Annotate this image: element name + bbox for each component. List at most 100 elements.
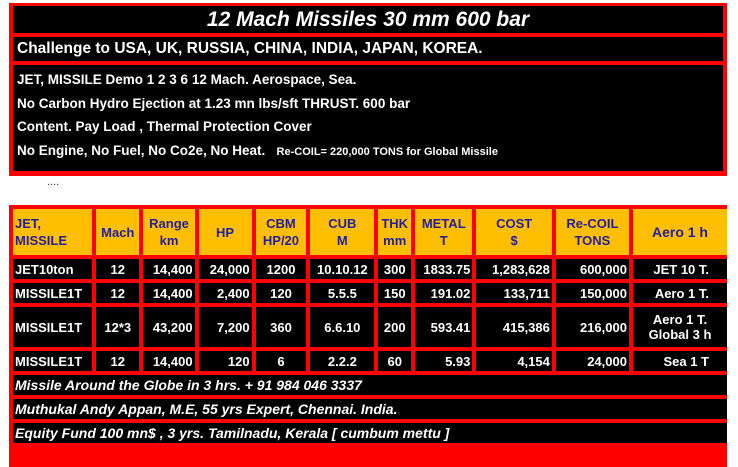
cell-text: MISSILE1T: [15, 319, 83, 335]
cell-text: 191.02: [430, 285, 471, 301]
cell-aero-1h: Aero 1 T. Global 3 h: [632, 307, 727, 347]
table-row: MISSILE1T 12 14,400 120 6 2.2.2 60 5.93 4,154 24,…: [13, 351, 727, 371]
cell-text: 300: [383, 261, 406, 277]
spec-table: JET, MISSILE Mach Range km HP CBM HP/20 CUB M THK m…: [9, 205, 731, 447]
cell-text: JET10ton: [15, 261, 74, 277]
cell-text: Aero 1 T.: [654, 285, 709, 301]
cell-text: 2.2.2: [327, 353, 357, 369]
header-label: THK: [381, 216, 409, 231]
header-hp: HP: [198, 209, 252, 255]
cell-cost-usd: 415,386: [476, 307, 552, 347]
cell-text: 2,400: [217, 285, 250, 301]
header-aero-1h: Aero 1 h: [632, 209, 727, 255]
header-label: CUB: [328, 216, 357, 231]
desc-line-2: No Carbon Hydro Ejection at 1.23 mn lbs/…: [17, 95, 411, 111]
cell-text: 5.93: [445, 353, 471, 369]
cell-range-km: 43,200: [143, 307, 195, 347]
cell-hp: 2,400: [198, 283, 252, 303]
cell-range-km: 14,400: [143, 351, 195, 371]
header-label: CBM: [266, 216, 296, 231]
header-panel: 12 Mach Missiles 30 mm 600 bar Challenge…: [9, 3, 727, 176]
desc-line-3: Content. Pay Load , Thermal Protection C…: [17, 119, 312, 134]
cell-text: 593.41: [430, 319, 471, 335]
cell-text: JET 10 T.: [653, 261, 709, 277]
cell-text: 133,711: [503, 285, 550, 301]
cell-cub-m: 6.6.10: [310, 307, 375, 347]
cell-text: 60: [387, 353, 402, 369]
header-label: mm: [383, 233, 407, 248]
cell-thk-mm: 300: [378, 259, 412, 279]
cell-text: 10.10.12: [317, 261, 368, 277]
separator-dots: ....: [47, 176, 60, 188]
cell-text: 600,000: [579, 261, 627, 277]
table-row: JET10ton 12 14,400 24,000 1200 10.10.12 300 183…: [13, 259, 727, 279]
cell-thk-mm: 60: [378, 351, 412, 371]
cell-metal-t: 1833.75: [415, 259, 473, 279]
cell-text: 120: [227, 353, 250, 369]
footer-row: Equity Fund 100 mn$ , 3 yrs. Tamilnadu, …: [13, 423, 727, 443]
cell-cub-m: 5.5.5: [310, 283, 375, 303]
header-label: km: [159, 233, 179, 248]
cell-hp: 7,200: [198, 307, 252, 347]
cell-recoil-tons: 24,000: [555, 351, 629, 371]
cell-cost-usd: 133,711: [476, 283, 552, 303]
desc-line-4-text: No Engine, No Fuel, No Co2e, No Heat.: [17, 142, 266, 158]
footer-row: Missile Around the Globe in 3 hrs. + 91 …: [13, 375, 727, 395]
header-label: T: [439, 233, 448, 248]
cell-aero-1h: Aero 1 T.: [632, 283, 727, 303]
header-cost-usd: COST $: [476, 209, 552, 255]
header-jet-missile: JET, MISSILE: [13, 209, 93, 255]
header-mach: Mach: [96, 209, 140, 255]
challenge-line: Challenge to USA, UK, RUSSIA, CHINA, IND…: [13, 37, 723, 61]
header-recoil-tons: Re-COIL TONS: [555, 209, 629, 255]
header-label: Range: [149, 216, 189, 231]
cell-text: 43,200: [152, 319, 193, 335]
cell-cub-m: 10.10.12: [310, 259, 375, 279]
header-cbm-hp20: CBM HP/20: [255, 209, 307, 255]
cell-range-km: 14,400: [143, 259, 195, 279]
header-label: HP/20: [262, 233, 300, 248]
cell-mach: 12: [96, 259, 140, 279]
cell-jet-missile: MISSILE1T: [13, 307, 93, 347]
header-cub-m: CUB M: [310, 209, 375, 255]
cell-text: 120: [270, 285, 292, 301]
cell-text: 14,400: [152, 261, 193, 277]
cell-text: 12: [110, 353, 125, 369]
cell-range-km: 14,400: [143, 283, 195, 303]
cell-cub-m: 2.2.2: [310, 351, 375, 371]
footer-row: Muthukal Andy Appan, M.E, 55 yrs Expert,…: [13, 399, 727, 419]
cell-aero-1h: Sea 1 T: [632, 351, 727, 371]
cell-text: 6.6.10: [324, 319, 361, 335]
cell-text: 12: [110, 261, 125, 277]
cell-metal-t: 593.41: [415, 307, 473, 347]
cell-text: MISSILE1T: [15, 353, 83, 369]
cell-jet-missile: JET10ton: [13, 259, 93, 279]
cell-cbm-hp20: 360: [255, 307, 307, 347]
desc-line-4: No Engine, No Fuel, No Co2e, No Heat. Re…: [17, 139, 723, 163]
cell-text: 150: [383, 285, 406, 301]
header-label: COST: [496, 216, 533, 231]
cell-text: 24,000: [587, 353, 627, 369]
page-title: 12 Mach Missiles 30 mm 600 bar: [13, 6, 723, 33]
header-metal-t: METAL T: [415, 209, 473, 255]
cell-text: Global 3 h: [648, 327, 712, 342]
cell-cost-usd: 1,283,628: [476, 259, 552, 279]
cell-text: Aero 1 T.: [652, 312, 708, 327]
cell-jet-missile: MISSILE1T: [13, 351, 93, 371]
cell-text: 5.5.5: [327, 285, 357, 301]
cell-cbm-hp20: 6: [255, 351, 307, 371]
desc-line-1: JET, MISSILE Demo 1 2 3 6 12 Mach. Aeros…: [17, 72, 357, 87]
table-row: MISSILE1T 12 14,400 2,400 120 5.5.5 150 191.02 1…: [13, 283, 727, 303]
cell-jet-missile: MISSILE1T: [13, 283, 93, 303]
description-block: JET, MISSILE Demo 1 2 3 6 12 Mach. Aeros…: [13, 65, 723, 171]
header-label: Mach: [101, 224, 135, 240]
cell-text: 24,000: [209, 261, 250, 277]
cell-text: 200: [383, 319, 406, 335]
cell-text: 360: [270, 319, 292, 335]
cell-cost-usd: 4,154: [476, 351, 552, 371]
cell-text: 4,154: [517, 353, 550, 369]
cell-text: Sea 1 T: [663, 353, 709, 369]
cell-text: 7,200: [217, 319, 250, 335]
cell-cbm-hp20: 1200: [255, 259, 307, 279]
cell-text: 12*3: [104, 319, 132, 335]
